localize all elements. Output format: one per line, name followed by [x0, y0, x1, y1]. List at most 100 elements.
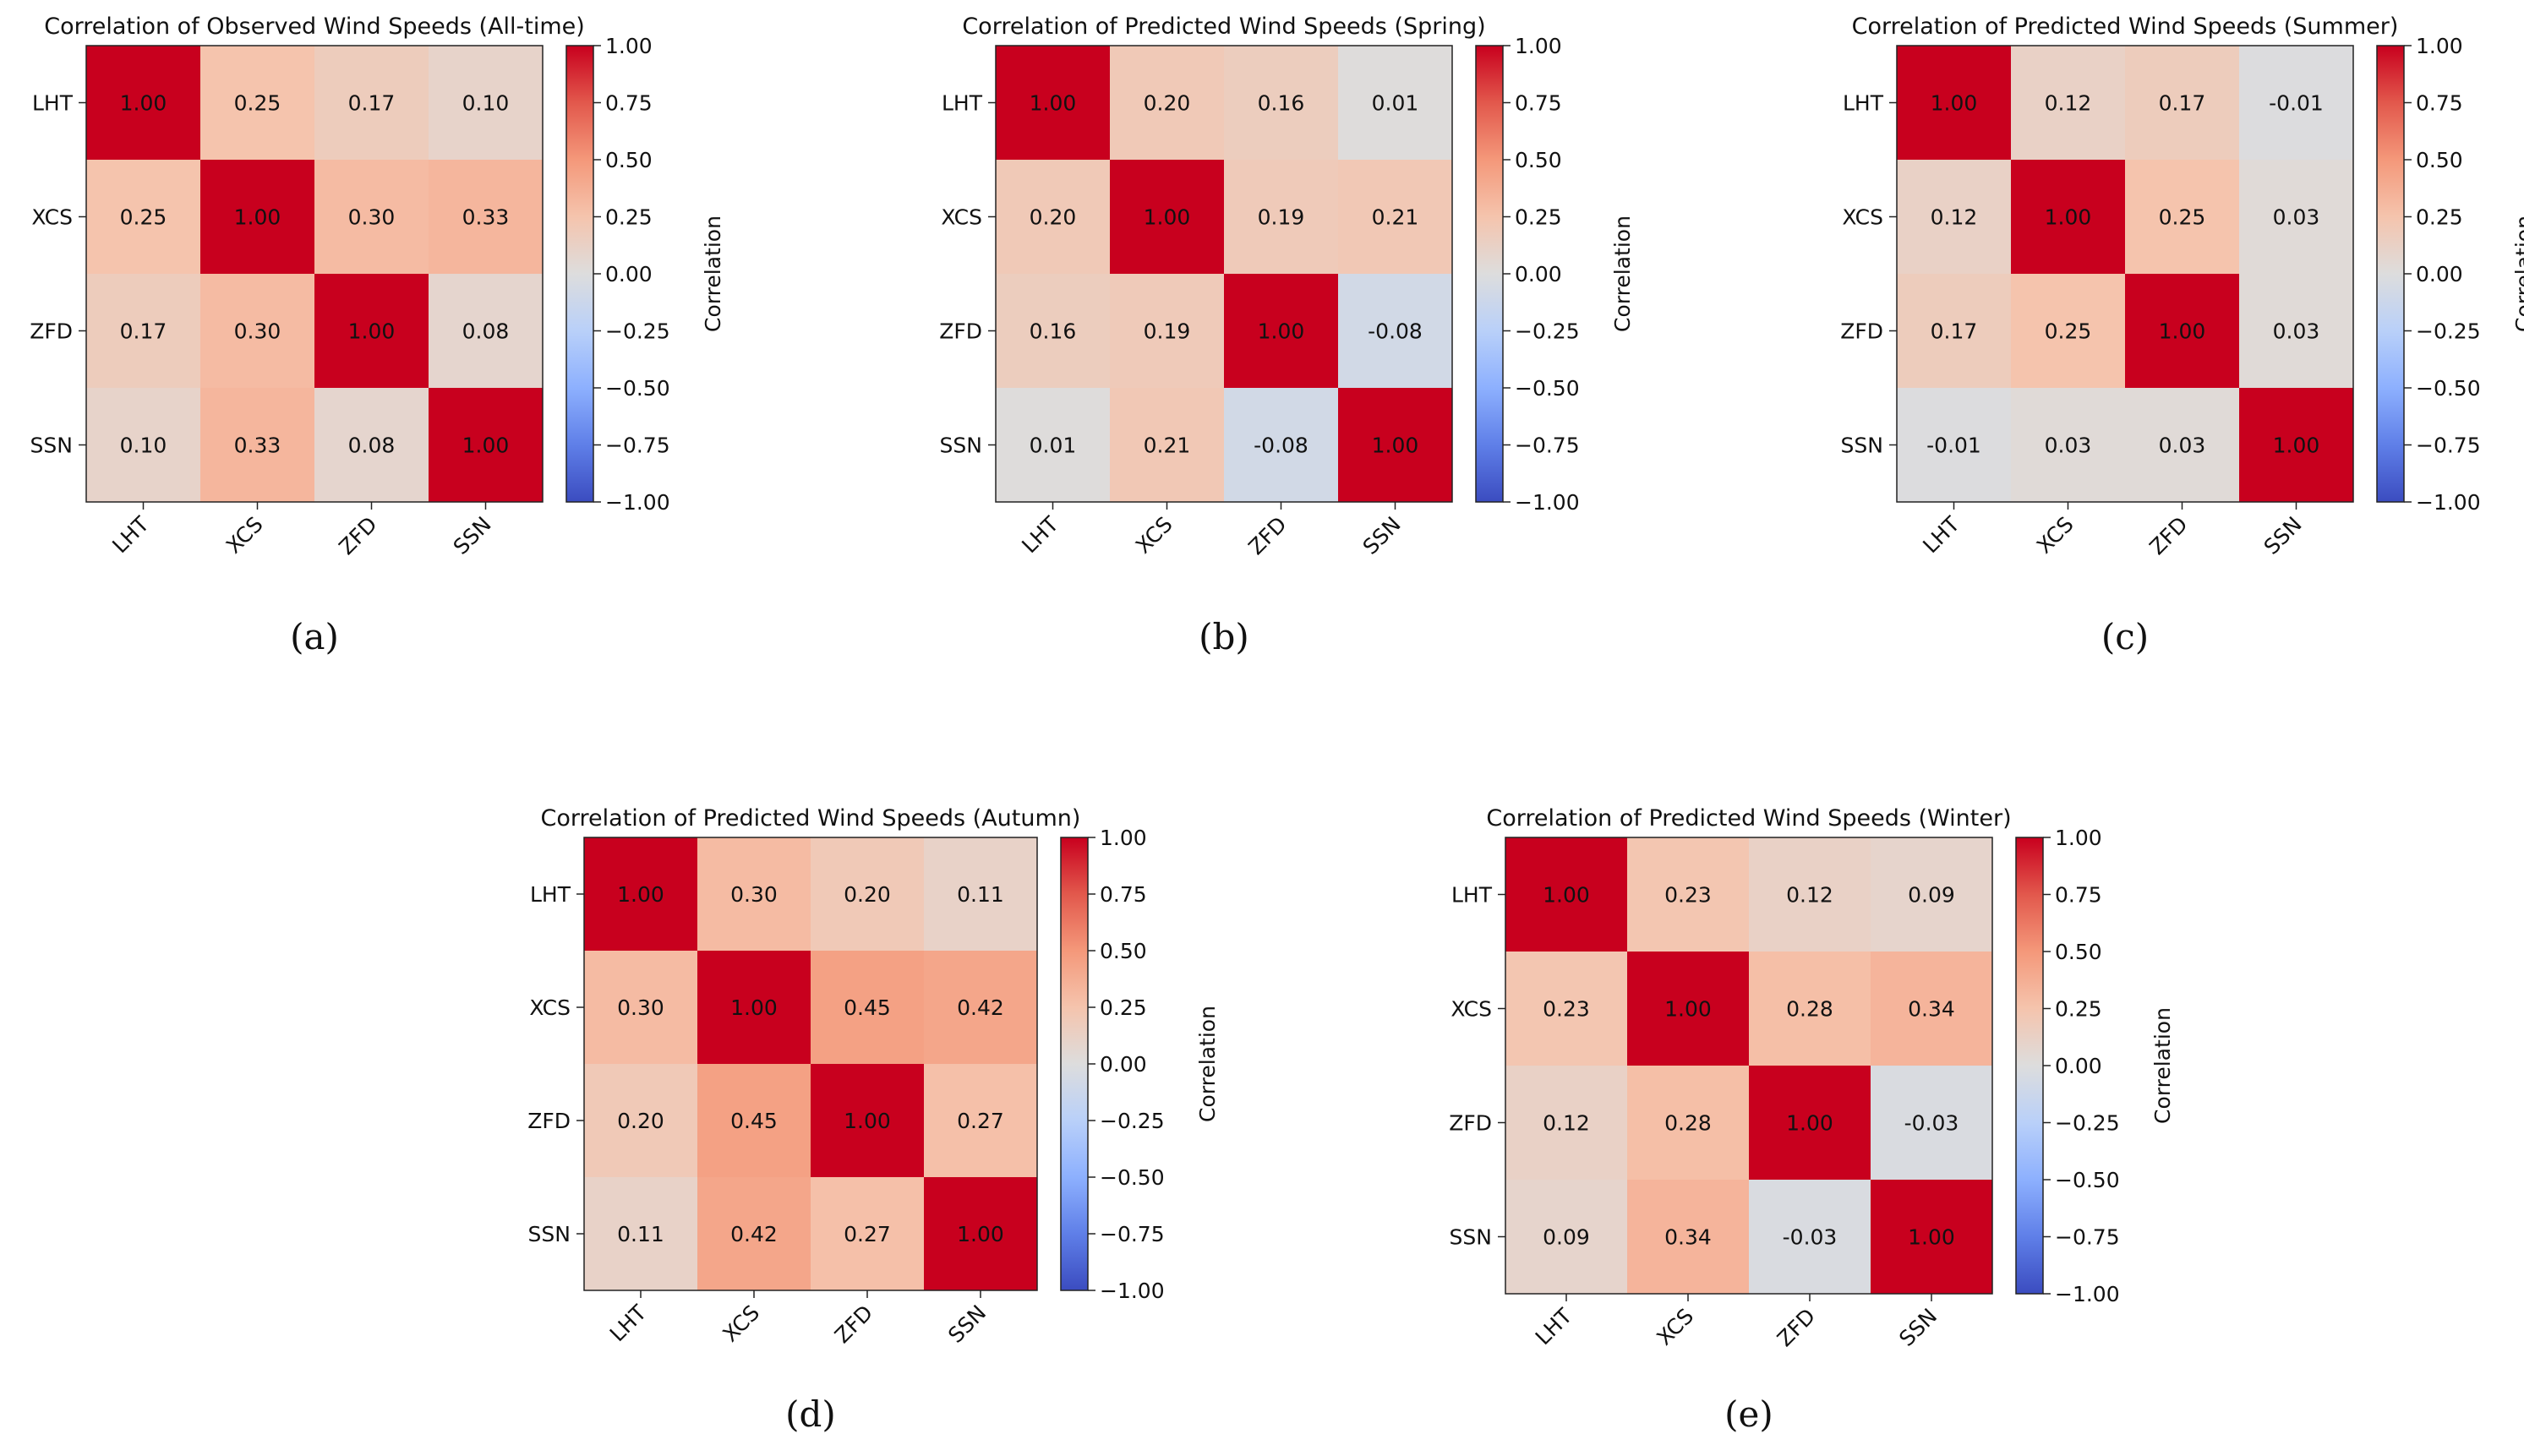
heatmap-cell-r2-c1	[697, 1064, 811, 1178]
y-tick-label: XCS	[941, 205, 982, 230]
colorbar-tick-label: 0.00	[1515, 262, 1562, 286]
colorbar-tick-label: −1.00	[2055, 1282, 2120, 1306]
colorbar-tick-label: 0.50	[1515, 148, 1562, 172]
colorbar-tick-label: 0.75	[1100, 882, 1147, 907]
cell-value-label: 1.00	[617, 882, 664, 907]
cell-value-label: 1.00	[2045, 205, 2092, 230]
x-tick-label: ZFD	[1243, 512, 1291, 559]
x-tick-label: XCS	[221, 512, 268, 559]
y-tick-label: XCS	[529, 995, 571, 1020]
colorbar-tick-label: −0.75	[1515, 434, 1580, 458]
y-tick-label: LHT	[1843, 91, 1884, 116]
heatmap-cell-r3-c1	[200, 388, 315, 503]
cell-value-label: 1.00	[844, 1109, 891, 1133]
x-tick-label: LHT	[1017, 511, 1063, 558]
cell-value-label: 1.00	[1372, 434, 1419, 458]
heatmap-cell-r1-c3	[429, 160, 544, 275]
cell-value-label: 0.45	[844, 995, 891, 1020]
heatmap-cell-r1-c2	[1749, 952, 1871, 1066]
x-tick-label: LHT	[1531, 1303, 1577, 1350]
heatmap-cell-r2-c1	[1627, 1066, 1750, 1181]
colorbar-tick-label: 1.00	[2055, 826, 2102, 850]
cell-value-label: 1.00	[2273, 434, 2320, 458]
heatmap-panel-b: Correlation of Predicted Wind Speeds (Sp…	[939, 14, 1635, 657]
heatmap-cell-r0-c0	[1505, 837, 1628, 952]
cell-value-label: 0.16	[1030, 319, 1077, 344]
heatmap-cell-r1-c0	[1505, 952, 1628, 1066]
colorbar-tick-label: −0.75	[2055, 1225, 2120, 1250]
cell-value-label: 0.17	[1931, 319, 1978, 344]
y-tick-label: LHT	[942, 91, 983, 116]
heatmap-cell-r2-c2	[1224, 274, 1339, 389]
cell-value-label: 1.00	[1258, 319, 1305, 344]
heatmap-cell-r1-c1	[1627, 952, 1750, 1066]
heatmap-cell-r0-c2	[811, 837, 925, 952]
colorbar-tick-label: 0.50	[1100, 939, 1147, 963]
x-tick-label: LHT	[107, 511, 154, 558]
x-tick-label: ZFD	[2144, 512, 2192, 559]
cell-value-label: 0.20	[844, 882, 891, 907]
x-tick-label: XCS	[1652, 1304, 1698, 1350]
colorbar-tick-label: −0.25	[2055, 1111, 2120, 1136]
cell-value-label: 0.01	[1372, 91, 1419, 116]
x-tick-label: SSN	[2259, 512, 2307, 559]
cell-value-label: 0.12	[1931, 205, 1978, 230]
y-tick-label: ZFD	[1840, 319, 1883, 344]
cell-value-label: 1.00	[1664, 997, 1712, 1022]
cell-value-label: 0.19	[1144, 319, 1191, 344]
heatmap-cell-r2-c0	[584, 1064, 698, 1178]
cell-value-label: 1.00	[1144, 205, 1191, 230]
cell-value-label: -0.03	[1783, 1225, 1838, 1250]
heatmap-cell-r0-c3	[924, 837, 1038, 952]
plot-frame	[1505, 837, 1993, 1295]
panel-caption: (a)	[290, 616, 339, 657]
plot-frame	[995, 45, 1453, 503]
cell-value-label: 1.00	[1931, 91, 1978, 116]
panel-caption: (c)	[2101, 616, 2149, 657]
colorbar-tick-label: 0.75	[2416, 91, 2463, 116]
chart-title: Correlation of Predicted Wind Speeds (Wi…	[1486, 805, 2011, 832]
heatmap-cell-r0-c1	[1110, 46, 1225, 161]
heatmap-cell-r3-c0	[996, 388, 1111, 503]
x-tick-label: ZFD	[830, 1301, 877, 1348]
colorbar-tick-label: −0.75	[1100, 1222, 1165, 1246]
colorbar-tick-label: 0.50	[2416, 148, 2463, 172]
cell-value-label: -0.01	[2269, 91, 2324, 116]
cell-value-label: 0.25	[2159, 205, 2206, 230]
heatmap-cell-r3-c3	[1871, 1180, 1993, 1295]
heatmap-cell-r2-c1	[1110, 274, 1225, 389]
colorbar-tick-label: 1.00	[1100, 826, 1147, 850]
cell-value-label: 0.16	[1258, 91, 1305, 116]
heatmap-cell-r2-c0	[996, 274, 1111, 389]
heatmap-cell-r0-c0	[1897, 46, 2012, 161]
cell-value-label: 0.19	[1258, 205, 1305, 230]
heatmap-cell-r1-c3	[924, 951, 1038, 1065]
heatmap-cell-r0-c2	[1749, 837, 1871, 952]
colorbar	[2015, 837, 2044, 1295]
heatmap-cell-r3-c2	[1749, 1180, 1871, 1295]
cell-value-label: 0.30	[617, 995, 664, 1020]
cell-value-label: 0.28	[1786, 997, 1833, 1022]
heatmap-cell-r1-c2	[1224, 160, 1339, 275]
colorbar-tick-label: −0.75	[605, 434, 670, 458]
cell-value-label: 0.33	[234, 434, 281, 458]
heatmap-cell-r3-c3	[2239, 388, 2354, 503]
colorbar	[565, 45, 594, 503]
cell-value-label: 0.01	[1030, 434, 1077, 458]
heatmap-cell-r0-c1	[697, 837, 811, 952]
cell-value-label: 1.00	[462, 434, 510, 458]
heatmap-cell-r2-c3	[924, 1064, 1038, 1178]
heatmap-cell-r2-c0	[1505, 1066, 1628, 1181]
colorbar-tick-label: 0.00	[605, 262, 653, 286]
heatmap-cell-r0-c2	[1224, 46, 1339, 161]
cell-value-label: 0.20	[1030, 205, 1077, 230]
heatmap-cell-r0-c1	[1627, 837, 1750, 952]
cell-value-label: 0.25	[234, 91, 281, 116]
heatmap-cell-r3-c1	[1110, 388, 1225, 503]
cell-value-label: 0.03	[2273, 319, 2320, 344]
cell-value-label: 0.23	[1543, 997, 1590, 1022]
cell-value-label: 0.23	[1664, 883, 1712, 908]
heatmap-cell-r2-c0	[1897, 274, 2012, 389]
x-tick-label: LHT	[605, 1300, 652, 1346]
colorbar-tick-label: −0.25	[1515, 319, 1580, 344]
